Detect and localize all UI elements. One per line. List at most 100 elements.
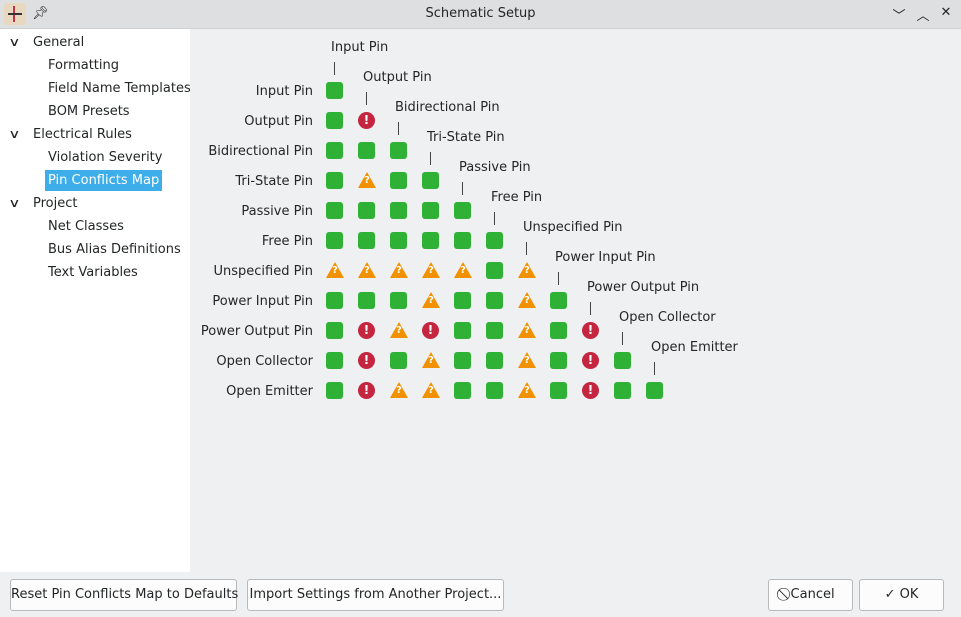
column-label: Input Pin [331, 40, 389, 55]
error-icon[interactable]: ! [358, 322, 375, 339]
warning-icon[interactable]: ? [422, 382, 440, 398]
column-label: Bidirectional Pin [395, 100, 500, 115]
sidebar-item[interactable]: Formatting [48, 58, 120, 73]
column-label: Power Output Pin [587, 280, 700, 295]
sidebar-group-2[interactable]: Project [33, 196, 78, 211]
ok-cell[interactable] [646, 382, 663, 399]
sidebar-item[interactable]: Bus Alias Definitions [48, 242, 181, 257]
ok-cell[interactable] [422, 202, 439, 219]
checkmark-icon: ✓ [884, 587, 900, 602]
warning-icon[interactable]: ? [358, 262, 376, 278]
ok-cell[interactable] [326, 352, 343, 369]
ok-cell[interactable] [358, 142, 375, 159]
minimize-icon[interactable]: ﹀ [892, 9, 906, 24]
warning-icon[interactable]: ? [422, 292, 440, 308]
ok-cell[interactable] [390, 352, 407, 369]
ok-cell[interactable] [326, 172, 343, 189]
row-label: Open Emitter [226, 384, 313, 399]
sidebar-item[interactable]: Field Name Templates [48, 81, 191, 96]
close-icon[interactable]: ✕ [940, 5, 952, 20]
ok-cell[interactable] [390, 292, 407, 309]
row-label: Power Output Pin [200, 324, 313, 339]
ok-cell[interactable] [486, 382, 503, 399]
ok-cell[interactable] [358, 232, 375, 249]
ok-cell[interactable] [454, 352, 471, 369]
ok-cell[interactable] [326, 382, 343, 399]
error-icon[interactable]: ! [582, 352, 599, 369]
ok-cell[interactable] [326, 112, 343, 129]
import-settings-button[interactable]: Import Settings from Another Project... [247, 579, 504, 611]
chevron-down-icon[interactable]: ∨ [8, 196, 21, 210]
chevron-down-icon[interactable]: ∨ [8, 127, 21, 141]
ok-cell[interactable] [550, 352, 567, 369]
chevron-down-icon[interactable]: ∨ [8, 35, 21, 49]
cancel-button[interactable]: ⃠ Cancel [768, 579, 853, 611]
pin-conflicts-matrix: Input Pin Input Pin Output Pin Output Pin Bi… [190, 29, 961, 572]
ok-cell[interactable] [454, 292, 471, 309]
warning-icon[interactable]: ? [518, 382, 536, 398]
column-tick [526, 242, 527, 255]
ok-cell[interactable] [454, 382, 471, 399]
ok-cell[interactable] [390, 172, 407, 189]
error-icon[interactable]: ! [582, 382, 599, 399]
sidebar-item[interactable]: BOM Presets [48, 104, 130, 119]
ok-cell[interactable] [422, 232, 439, 249]
warning-icon[interactable]: ? [390, 262, 408, 278]
ok-cell[interactable] [614, 382, 631, 399]
error-icon[interactable]: ! [358, 352, 375, 369]
sidebar-group-1[interactable]: Electrical Rules [33, 127, 132, 142]
ok-cell[interactable] [390, 142, 407, 159]
ok-cell[interactable] [550, 322, 567, 339]
ok-label: OK [899, 587, 919, 602]
error-icon[interactable]: ! [582, 322, 599, 339]
error-icon[interactable]: ! [358, 382, 375, 399]
ok-cell[interactable] [358, 202, 375, 219]
sidebar-item[interactable]: Net Classes [48, 219, 124, 234]
kicad-schematic-app-icon [4, 3, 26, 25]
warning-icon[interactable]: ? [390, 322, 408, 338]
reset-defaults-button[interactable]: Reset Pin Conflicts Map to Defaults [10, 579, 238, 611]
warning-icon[interactable]: ? [326, 262, 344, 278]
ok-cell[interactable] [486, 352, 503, 369]
ok-cell[interactable] [486, 232, 503, 249]
sidebar-item[interactable]: Violation Severity [48, 150, 163, 165]
column-tick [494, 212, 495, 225]
warning-icon[interactable]: ? [518, 292, 536, 308]
ok-cell[interactable] [454, 322, 471, 339]
ok-cell[interactable] [326, 82, 343, 99]
ok-cell[interactable] [326, 142, 343, 159]
ok-button[interactable]: ✓ OK [859, 579, 944, 611]
warning-icon[interactable]: ? [422, 352, 440, 368]
sidebar-item[interactable]: Pin Conflicts Map [45, 170, 163, 191]
warning-icon[interactable]: ? [518, 322, 536, 338]
pin-icon[interactable]: 📌︎ [32, 6, 49, 21]
ok-cell[interactable] [326, 232, 343, 249]
maximize-icon[interactable]: ︿ [916, 9, 930, 24]
ok-cell[interactable] [390, 202, 407, 219]
error-icon[interactable]: ! [358, 112, 375, 129]
warning-icon[interactable]: ? [358, 172, 376, 188]
ok-cell[interactable] [486, 292, 503, 309]
ok-cell[interactable] [454, 202, 471, 219]
ok-cell[interactable] [614, 352, 631, 369]
ok-cell[interactable] [550, 382, 567, 399]
ok-cell[interactable] [422, 172, 439, 189]
ok-cell[interactable] [486, 262, 503, 279]
warning-icon[interactable]: ? [518, 262, 536, 278]
ok-cell[interactable] [486, 322, 503, 339]
ok-cell[interactable] [326, 202, 343, 219]
warning-icon[interactable]: ? [518, 352, 536, 368]
warning-icon[interactable]: ? [390, 382, 408, 398]
warning-icon[interactable]: ? [454, 262, 472, 278]
ok-cell[interactable] [326, 322, 343, 339]
ok-cell[interactable] [358, 292, 375, 309]
ok-cell[interactable] [326, 292, 343, 309]
error-icon[interactable]: ! [422, 322, 439, 339]
row-label: Unspecified Pin [213, 264, 313, 279]
warning-icon[interactable]: ? [422, 262, 440, 278]
ok-cell[interactable] [454, 232, 471, 249]
sidebar-item[interactable]: Text Variables [48, 265, 138, 280]
ok-cell[interactable] [550, 292, 567, 309]
ok-cell[interactable] [390, 232, 407, 249]
sidebar-group-0[interactable]: General [33, 35, 85, 50]
